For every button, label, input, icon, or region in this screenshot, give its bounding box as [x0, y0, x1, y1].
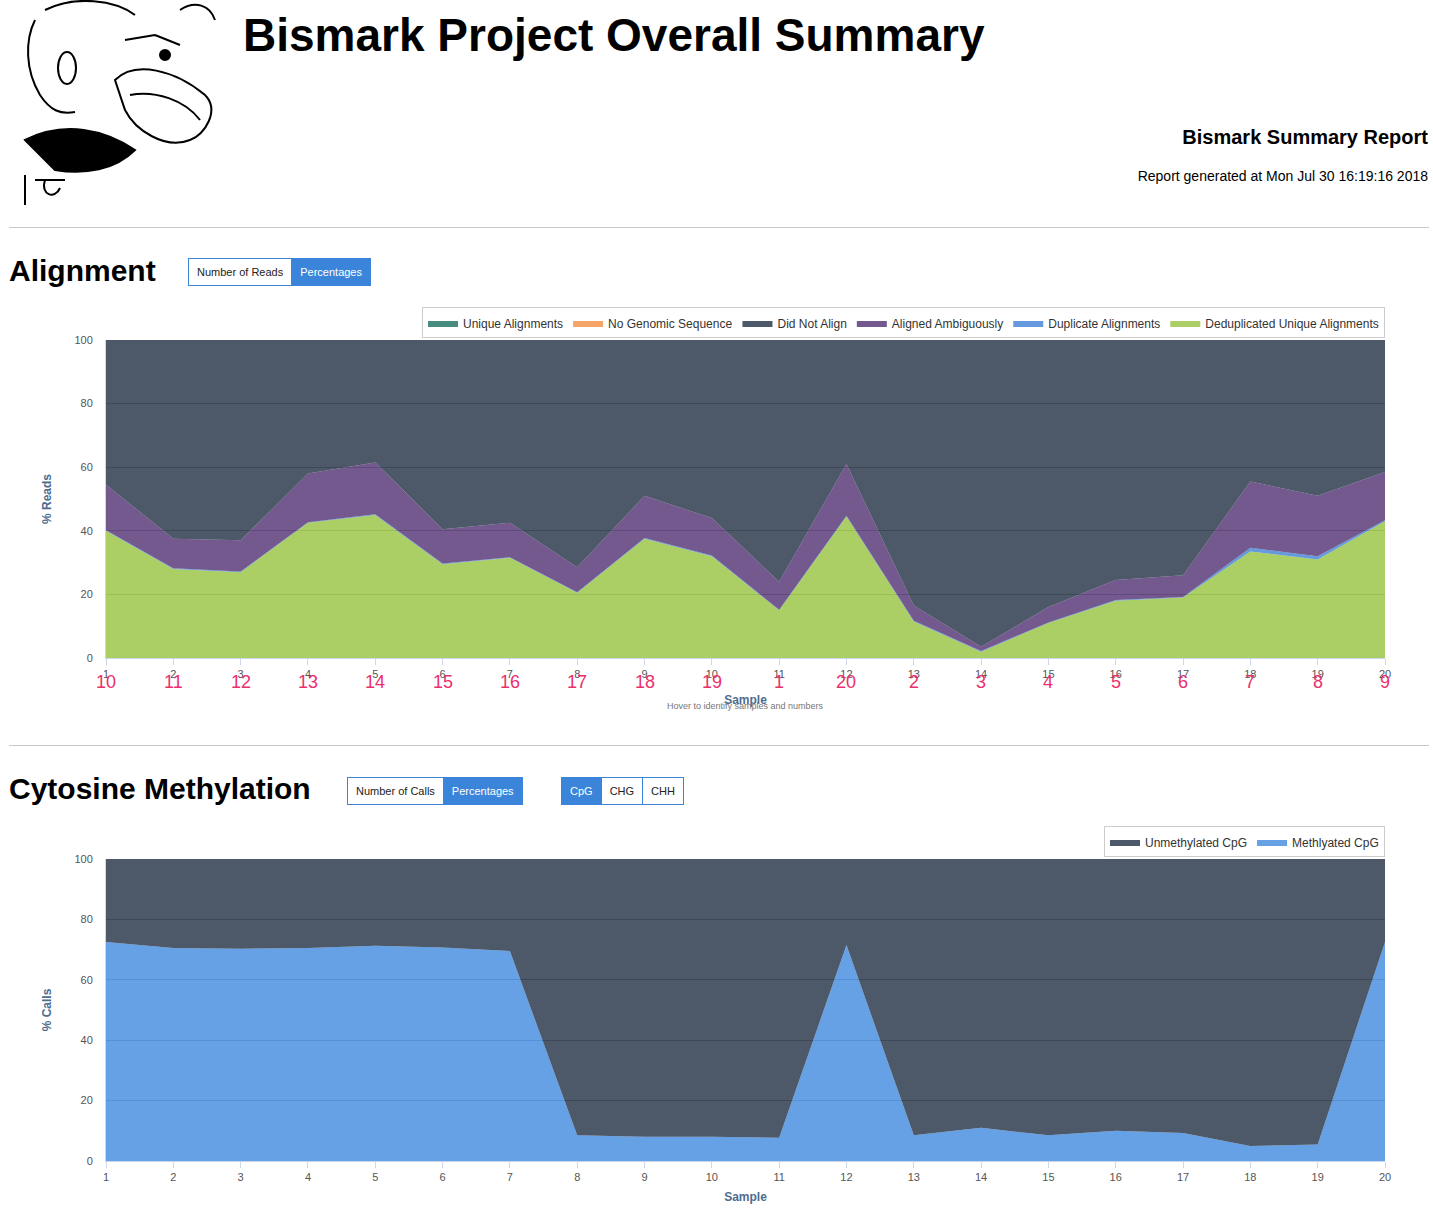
- svg-text:Aligned Ambiguously: Aligned Ambiguously: [892, 317, 1003, 331]
- svg-text:16: 16: [1110, 668, 1122, 680]
- html-text:Number of Reads: Number of Reads: [197, 266, 284, 278]
- svg-text:Unique Alignments: Unique Alignments: [463, 317, 563, 331]
- svg-text:11: 11: [773, 668, 784, 680]
- svg-text:1: 1: [103, 668, 109, 680]
- svg-text:7: 7: [1245, 672, 1255, 692]
- svg-text:20: 20: [836, 672, 856, 692]
- html-text:CHG: CHG: [609, 785, 635, 797]
- svg-text:4: 4: [1043, 672, 1053, 692]
- svg-text:Sample: Sample: [724, 1190, 767, 1204]
- svg-text:100: 100: [74, 334, 92, 346]
- html-text:Bismark Summary Report: Bismark Summary Report: [1182, 126, 1428, 148]
- svg-text:Did Not Align: Did Not Align: [777, 317, 846, 331]
- svg-text:17: 17: [1177, 1171, 1189, 1183]
- svg-text:3: 3: [238, 668, 244, 680]
- svg-text:20: 20: [1379, 1171, 1391, 1183]
- svg-text:14: 14: [975, 668, 987, 680]
- svg-text:2: 2: [170, 1171, 176, 1183]
- html-text:Cytosine Methylation: Cytosine Methylation: [9, 772, 311, 805]
- svg-text:80: 80: [81, 913, 93, 925]
- svg-text:9: 9: [1380, 672, 1390, 692]
- svg-text:17: 17: [567, 672, 587, 692]
- svg-text:4: 4: [305, 1171, 311, 1183]
- html-text:CpG: CpG: [570, 785, 593, 797]
- svg-text:15: 15: [433, 672, 453, 692]
- html-text:Report generated at Mon Jul 30: Report generated at Mon Jul 30 16:19:16 …: [1137, 168, 1428, 184]
- svg-text:13: 13: [298, 672, 318, 692]
- svg-text:14: 14: [365, 672, 385, 692]
- svg-text:Duplicate Alignments: Duplicate Alignments: [1048, 317, 1160, 331]
- svg-text:Unmethylated CpG: Unmethylated CpG: [1145, 836, 1247, 850]
- svg-text:20: 20: [81, 588, 93, 600]
- svg-text:18: 18: [635, 672, 655, 692]
- svg-text:20: 20: [81, 1094, 93, 1106]
- svg-text:1: 1: [774, 672, 784, 692]
- svg-text:9: 9: [641, 668, 647, 680]
- svg-text:7: 7: [507, 668, 513, 680]
- svg-text:5: 5: [372, 1171, 378, 1183]
- svg-text:11: 11: [773, 1171, 784, 1183]
- html-text:Bismark Project Overall Summar: Bismark Project Overall Summary: [243, 9, 985, 61]
- svg-text:2: 2: [170, 668, 176, 680]
- svg-text:12: 12: [840, 1171, 852, 1183]
- svg-text:10: 10: [706, 668, 718, 680]
- svg-text:19: 19: [1312, 668, 1324, 680]
- svg-text:60: 60: [81, 974, 93, 986]
- svg-text:6: 6: [1178, 672, 1188, 692]
- svg-text:7: 7: [507, 1171, 513, 1183]
- svg-text:Methlyated CpG: Methlyated CpG: [1292, 836, 1379, 850]
- svg-text:6: 6: [440, 668, 446, 680]
- svg-text:% Calls: % Calls: [40, 988, 54, 1031]
- svg-text:19: 19: [1312, 1171, 1324, 1183]
- svg-text:20: 20: [1379, 668, 1391, 680]
- svg-text:12: 12: [231, 672, 251, 692]
- svg-text:11: 11: [164, 672, 183, 692]
- svg-text:13: 13: [908, 1171, 920, 1183]
- svg-text:5: 5: [1111, 672, 1121, 692]
- svg-text:3: 3: [976, 672, 986, 692]
- svg-text:10: 10: [96, 672, 116, 692]
- svg-text:4: 4: [305, 668, 311, 680]
- svg-text:0: 0: [87, 652, 93, 664]
- svg-text:8: 8: [1313, 672, 1323, 692]
- svg-text:9: 9: [641, 1171, 647, 1183]
- svg-text:0: 0: [87, 1155, 93, 1167]
- svg-text:8: 8: [574, 1171, 580, 1183]
- svg-text:Sample: Sample: [724, 693, 767, 707]
- svg-text:15: 15: [1042, 1171, 1054, 1183]
- svg-text:15: 15: [1042, 668, 1054, 680]
- svg-text:19: 19: [702, 672, 722, 692]
- svg-text:60: 60: [81, 461, 93, 473]
- svg-text:14: 14: [975, 1171, 987, 1183]
- svg-text:No Genomic Sequence: No Genomic Sequence: [608, 317, 732, 331]
- html-text:Percentages: Percentages: [451, 785, 514, 797]
- svg-text:13: 13: [908, 668, 920, 680]
- svg-text:18: 18: [1244, 1171, 1256, 1183]
- svg-text:80: 80: [81, 397, 93, 409]
- svg-text:5: 5: [372, 668, 378, 680]
- svg-text:18: 18: [1244, 668, 1256, 680]
- svg-text:Hover to identify samples and: Hover to identify samples and numbers: [667, 701, 824, 711]
- svg-text:3: 3: [238, 1171, 244, 1183]
- svg-text:10: 10: [706, 1171, 718, 1183]
- svg-text:100: 100: [74, 853, 92, 865]
- svg-text:6: 6: [440, 1171, 446, 1183]
- html-text:Percentages: Percentages: [300, 266, 362, 278]
- svg-text:16: 16: [1110, 1171, 1122, 1183]
- html-text:CHH: CHH: [651, 785, 675, 797]
- svg-text:40: 40: [81, 525, 93, 537]
- svg-text:1: 1: [103, 1171, 109, 1183]
- svg-text:12: 12: [840, 668, 852, 680]
- svg-text:16: 16: [500, 672, 520, 692]
- html-text:Number of Calls: Number of Calls: [356, 785, 435, 797]
- svg-text:% Reads: % Reads: [40, 474, 54, 524]
- svg-text:17: 17: [1177, 668, 1189, 680]
- html-text:Alignment: Alignment: [9, 254, 156, 287]
- svg-text:40: 40: [81, 1034, 93, 1046]
- svg-text:8: 8: [574, 668, 580, 680]
- svg-text:2: 2: [909, 672, 919, 692]
- svg-text:Deduplicated Unique Alignments: Deduplicated Unique Alignments: [1205, 317, 1378, 331]
